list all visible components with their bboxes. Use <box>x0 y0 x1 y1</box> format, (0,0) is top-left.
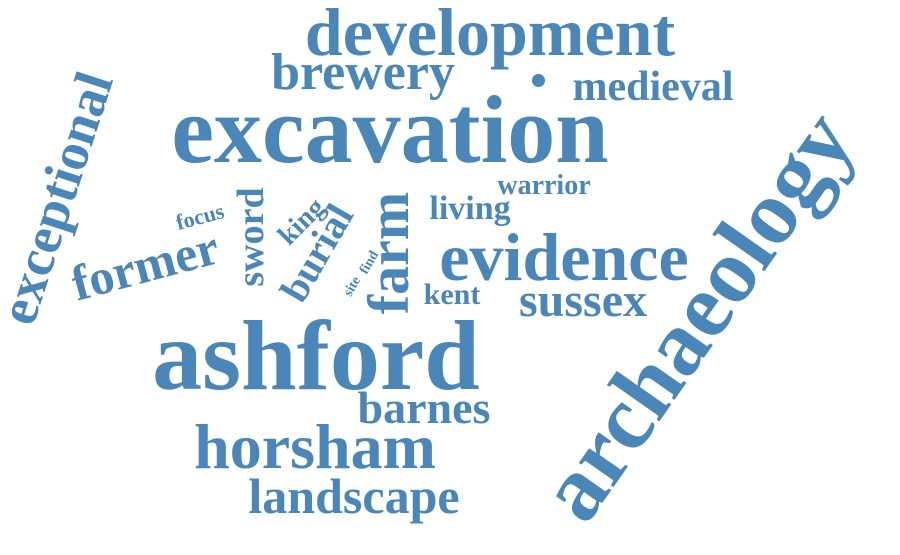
word-sussex: sussex <box>518 274 648 327</box>
word-brewery: brewery <box>271 44 455 101</box>
word-horsham: horsham <box>194 411 436 482</box>
word-ashford: ashford <box>152 300 480 411</box>
word-barnes: barnes <box>357 382 491 433</box>
word-kent: kent <box>423 278 481 311</box>
dot-mark <box>532 74 545 87</box>
word-living: living <box>429 190 511 227</box>
word-landscape: landscape <box>248 468 460 524</box>
word-former: former <box>65 218 225 312</box>
word-warrior: warrior <box>497 170 591 201</box>
word-evidence: evidence <box>439 219 689 295</box>
word-development: development <box>304 0 676 70</box>
word-excavation: excavation <box>171 76 609 183</box>
word-sword: sword <box>230 187 272 287</box>
word-medieval: medieval <box>572 64 734 110</box>
